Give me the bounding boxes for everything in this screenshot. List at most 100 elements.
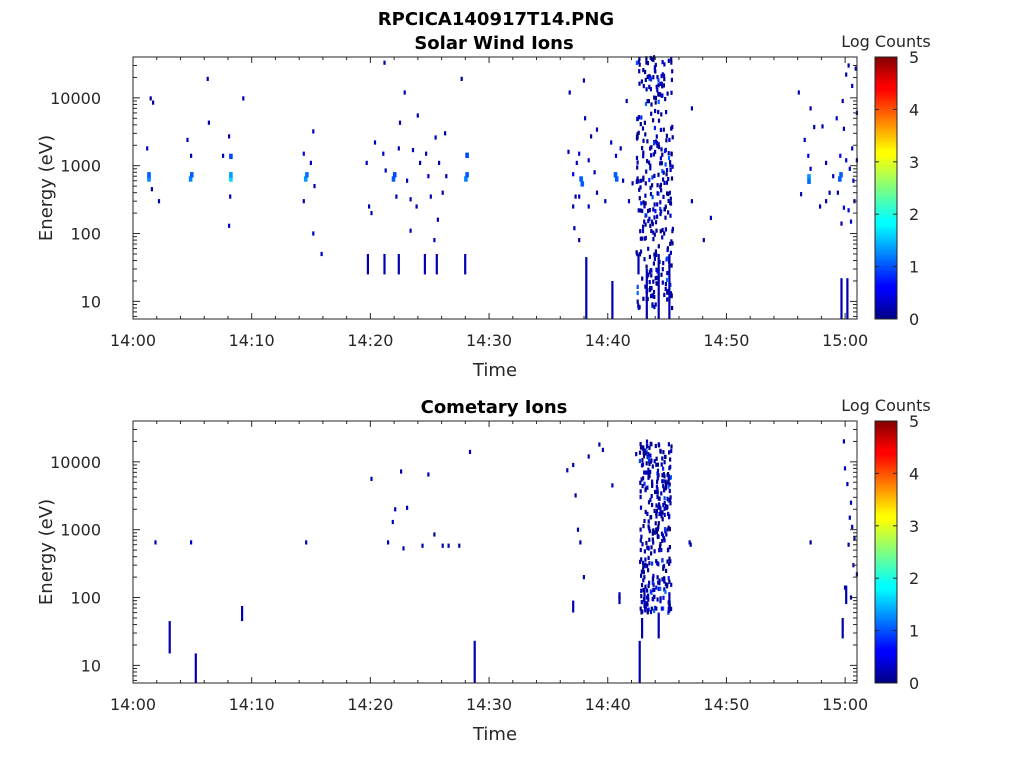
dense-cell	[650, 111, 653, 116]
dense-cell	[639, 538, 642, 543]
count-cell	[228, 223, 231, 228]
dense-cell	[641, 484, 644, 489]
dense-cell	[670, 263, 673, 268]
dense-cell	[670, 57, 673, 62]
dense-cell	[648, 216, 651, 221]
dense-cell	[666, 271, 669, 276]
count-cell	[853, 536, 856, 541]
dense-cell	[644, 77, 647, 82]
count-cell	[846, 482, 849, 487]
dense-cell	[657, 109, 660, 115]
solar-wind-axes-frame	[132, 56, 858, 320]
count-cell	[851, 83, 854, 88]
count-span	[643, 587, 646, 608]
dense-cell	[646, 588, 649, 593]
dense-cell	[657, 521, 660, 526]
dense-cell	[655, 134, 658, 139]
count-cell	[593, 170, 596, 175]
dense-cell	[659, 229, 662, 234]
dense-cell	[662, 177, 665, 182]
dense-cell	[646, 563, 649, 568]
dense-cell	[647, 272, 650, 277]
dense-cell	[639, 505, 643, 510]
dense-cell	[647, 568, 650, 573]
cometary-xlabel: Time	[472, 724, 517, 745]
dense-cell	[644, 201, 647, 206]
dense-cell	[651, 222, 654, 227]
dense-cell	[662, 194, 665, 199]
dense-cell	[657, 505, 660, 510]
dense-cell	[665, 138, 668, 143]
count-cell	[149, 96, 152, 101]
dense-cell	[656, 490, 659, 495]
dense-cell	[667, 192, 670, 197]
dense-cell	[647, 218, 650, 224]
count-span	[657, 254, 660, 319]
count-cell	[601, 447, 604, 452]
dense-cell	[645, 461, 648, 466]
count-cell	[841, 98, 844, 104]
dense-cell	[649, 191, 653, 197]
dense-cell	[661, 60, 664, 65]
dense-cell	[639, 559, 642, 564]
dense-cell	[669, 163, 672, 168]
dense-cell	[661, 84, 664, 89]
count-cell	[582, 78, 585, 83]
count-cell	[578, 238, 581, 243]
dense-cell	[657, 78, 660, 83]
dense-cell	[651, 483, 654, 488]
dense-cell	[639, 547, 642, 553]
count-cell	[614, 153, 618, 158]
count-cell	[402, 546, 405, 551]
cbar-tick-label: 1	[909, 258, 919, 277]
dense-cell	[642, 138, 645, 143]
dense-cell	[654, 62, 657, 68]
dense-cell	[642, 150, 645, 155]
dense-cell	[644, 132, 647, 137]
dense-cell	[663, 474, 666, 479]
count-cell	[843, 585, 847, 590]
dense-cell	[644, 509, 647, 515]
count-cell	[228, 134, 231, 139]
dense-cell	[670, 239, 673, 244]
dense-cell	[639, 527, 642, 532]
dense-cell	[643, 204, 646, 209]
dense-cell	[636, 135, 639, 140]
dense-cell	[656, 143, 659, 149]
count-cell	[851, 146, 854, 151]
x-tick-label: 14:20	[347, 331, 393, 350]
count-cell	[574, 194, 577, 199]
dense-cell	[661, 72, 664, 77]
count-cell	[458, 543, 461, 548]
dense-cell	[671, 135, 674, 140]
dense-cell	[645, 87, 648, 92]
dense-cell	[659, 161, 662, 166]
count-cell	[302, 199, 305, 204]
count-cell	[842, 439, 845, 444]
count-cell	[835, 116, 838, 121]
dense-cell	[657, 91, 660, 96]
dense-cell	[651, 531, 654, 536]
count-cell	[579, 176, 583, 182]
dense-cell	[652, 230, 655, 235]
dense-cell	[661, 479, 664, 484]
count-cell	[809, 106, 812, 111]
dense-cell	[648, 208, 651, 213]
count-cell	[411, 148, 415, 153]
count-cell	[370, 476, 373, 481]
dense-cell	[650, 268, 653, 273]
count-cell	[419, 160, 422, 165]
dense-cell	[638, 252, 642, 257]
dense-cell	[670, 152, 673, 157]
count-cell	[444, 131, 447, 136]
count-cell	[447, 543, 450, 548]
dense-cell	[640, 178, 643, 183]
dense-cell	[650, 145, 653, 150]
count-cell	[229, 172, 233, 178]
dense-cell	[667, 151, 670, 156]
dense-cell	[654, 489, 658, 494]
count-cell	[622, 178, 625, 183]
dense-cell	[644, 486, 647, 491]
dense-cell	[643, 470, 646, 475]
dense-cell	[645, 595, 649, 600]
